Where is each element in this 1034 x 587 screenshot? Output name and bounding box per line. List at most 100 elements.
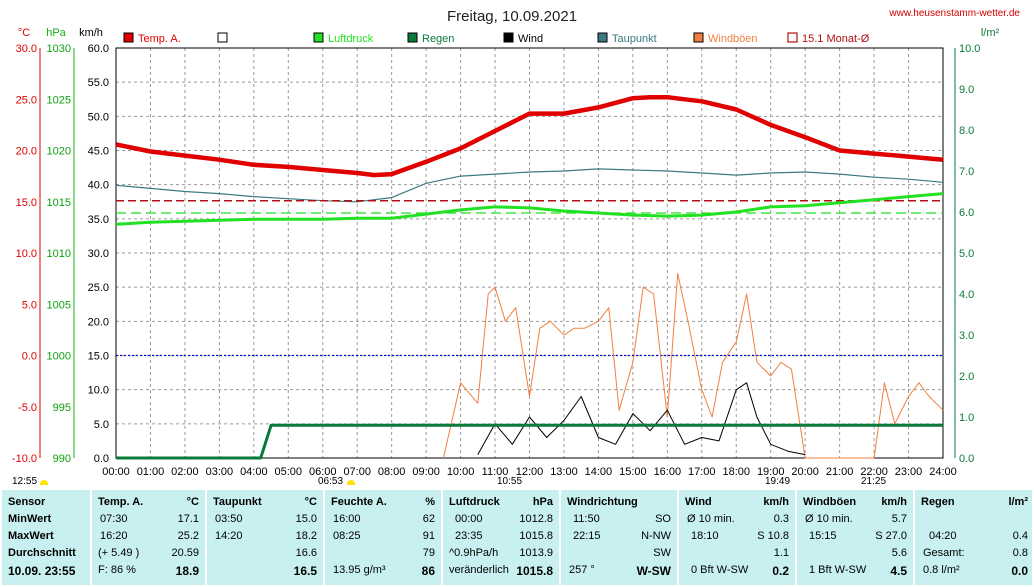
hum-min-time: 16:00 [333,513,361,525]
gust-beaufort: 1 Bft W-SW [809,564,867,576]
dew-unit: °C [304,496,317,508]
gust-avg-label: Ø 10 min. [805,513,853,525]
temp-current: 18.9 [175,564,199,578]
noon-label: 10:55 [497,476,523,487]
wind-axis-tick: 10.0 [88,385,109,397]
x-tick-label: 08:00 [378,466,406,478]
press-avg-value: 1013.9 [519,547,553,559]
temp-avg-diff: (+ 5.49 ) [98,547,140,559]
hum-max-time: 08:25 [333,530,361,542]
rain-axis-tick: 0.0 [959,453,974,465]
hum-max-value: 91 [422,530,435,542]
temp-avg-value: 20.59 [171,547,199,559]
pressure-axis-tick: 1010 [47,248,71,260]
x-tick-label: 22:00 [860,466,888,478]
gust-head: Windböen [803,496,857,508]
wind-axis-tick: 45.0 [88,146,109,158]
series-regen [116,423,943,460]
col-sensor: Sensor MinWert MaxWert Durchschnitt 10.0… [2,490,90,585]
dir-avg-value: SW [653,547,671,559]
legend-swatch [407,32,418,43]
col-pressure: Luftdruck hPa 00:00 1012.8 23:35 1015.8 ^0.… [443,490,559,585]
rain-axis-tick: 8.0 [959,125,974,137]
pressure-axis-tick: 990 [53,453,71,465]
series-temp-a- [115,94,944,178]
stats-table: Sensor MinWert MaxWert Durchschnitt 10.0… [2,490,1032,585]
wind-max-value: S 10.8 [757,530,789,542]
col-winddir: Windrichtung 11:50 SO 22:15 N-NW SW 257 ° W… [561,490,677,585]
rain-unit: l/m² [1008,496,1028,508]
hum-head: Feuchte A. [331,496,387,508]
wind-unit: km/h [763,496,789,508]
dew-head: Taupunkt [213,496,262,508]
wind-avg10: 0.3 [773,513,789,525]
sensor-head: Sensor [8,496,46,508]
x-tick-label: 01:00 [137,466,165,478]
rain-current: 0.0 [1011,564,1028,578]
hum-unit: % [425,496,435,508]
x-tick-label: 18:00 [722,466,750,478]
press-unit: hPa [532,496,553,508]
dawn-sun-icon [347,480,355,485]
legend-label: Windböen [708,33,758,45]
sun-left-label: 12:55 [12,476,38,487]
legend-label: Temp. A. [138,33,181,45]
col-wind: Wind km/h Ø 10 min. 0.3 18:10 S 10.8 1.1 0 … [679,490,795,585]
temp-min-time: 07:30 [100,513,128,525]
press-tendency: veränderlich [449,564,509,576]
press-min-time: 00:00 [455,513,483,525]
sun-icon [40,480,48,485]
wind-axis-tick: 30.0 [88,248,109,260]
gust-avg-value: 5.6 [891,547,907,559]
x-tick-label: 03:00 [206,466,234,478]
wind-axis-tick: 40.0 [88,180,109,192]
x-tick-label: 20:00 [791,466,819,478]
x-tick-label: 09:00 [412,466,440,478]
wind-avg-value: 1.1 [773,547,789,559]
legend-label: Luftdruck [328,33,374,45]
wind-axis-tick: 50.0 [88,111,109,123]
plot-frame [115,47,944,459]
hum-current: 86 [421,564,435,578]
temp-head: Temp. A. [98,496,144,508]
press-min-value: 1012.8 [519,513,553,525]
wind-axis-tick: 5.0 [94,419,109,431]
wind-axis-tick: 60.0 [88,43,109,55]
gust-max-time: 15:15 [809,530,837,542]
pressure-axis-tick: 1015 [47,197,71,209]
temp-max-time: 16:20 [100,530,128,542]
press-current: 1015.8 [516,564,553,578]
sensor-current: 10.09. 23:55 [8,564,76,578]
wind-axis-tick: 25.0 [88,282,109,294]
dir-min-value: SO [655,513,671,525]
press-trend: ^0.9hPa/h [449,547,499,559]
rain-unit-label: l/m² [981,27,1000,39]
plot-area: 00:00 01:00 02:00 03:00 04:00 05:00 06:00 07:00… [12,43,981,478]
wind-axis-tick: 20.0 [88,316,109,328]
sensor-avg: Durchschnitt [8,547,76,559]
dawn-label: 06:53 [318,476,344,487]
pressure-axis-tick: 1020 [47,146,71,158]
dew-min-time: 03:50 [215,513,243,525]
temp-max-value: 25.2 [177,530,199,542]
rain-axis-tick: 2.0 [959,371,974,383]
website-link[interactable]: www.heusenstamm-wetter.de [888,8,1020,19]
series-wind [477,382,806,456]
legend-label: 15.1 Monat-Ø [802,33,870,45]
rain-axis-tick: 5.0 [959,248,974,260]
rain-axis-tick: 4.0 [959,289,974,301]
wind-avg-label: Ø 10 min. [687,513,735,525]
x-tick-label: 19:00 [757,466,785,478]
series-taupunkt [115,168,944,203]
dir-degrees: 257 ° [569,564,595,576]
x-tick-label: 10:00 [447,466,475,478]
wind-beaufort: 0 Bft W-SW [691,564,749,576]
pressure-axis-tick: 1025 [47,94,71,106]
sunset-label: 19:49 [765,476,791,487]
wind-max-time: 18:10 [691,530,719,542]
press-max-time: 23:35 [455,530,483,542]
wind-head: Wind [685,496,712,508]
rain-axis-tick: 1.0 [959,412,974,424]
wind-unit-label: km/h [79,27,103,39]
x-tick-label: 15:00 [619,466,647,478]
